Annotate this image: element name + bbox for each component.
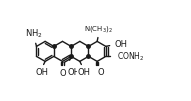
Text: O: O	[59, 69, 66, 78]
Text: OH: OH	[36, 68, 49, 77]
Text: CONH$_2$: CONH$_2$	[117, 51, 144, 63]
Text: N(CH$_3$)$_2$: N(CH$_3$)$_2$	[84, 24, 113, 34]
Text: OH: OH	[114, 40, 127, 49]
Text: OH: OH	[68, 68, 81, 77]
Text: O: O	[98, 68, 104, 77]
Text: OH: OH	[77, 68, 90, 77]
Text: NH$_2$: NH$_2$	[25, 28, 43, 40]
